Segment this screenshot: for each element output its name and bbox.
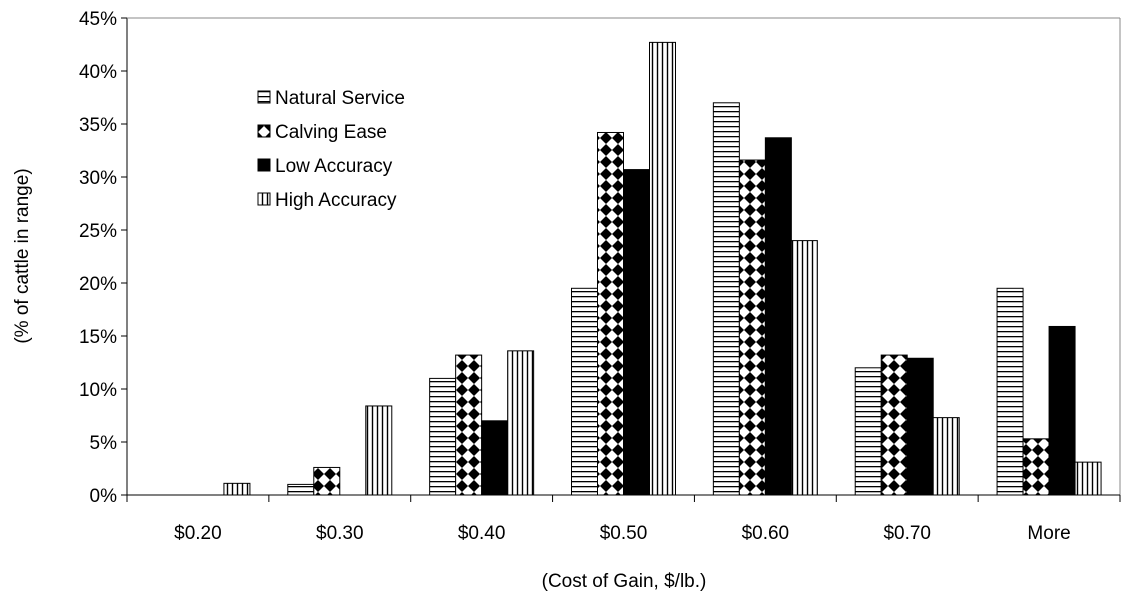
legend-swatch [257,158,271,172]
bar-high-accuracy-1 [365,405,393,496]
x-tick-label: More [1027,523,1070,544]
legend: Natural Service Calving Ease Low Accuracy H… [257,88,405,211]
bar-natural-service-1 [287,483,315,496]
bar-natural-service-3 [571,287,598,496]
y-tick-label: 25% [79,221,117,242]
bar-low-accuracy-4 [764,137,792,496]
bar-high-accuracy-2 [507,350,535,496]
x-tick-label: $0.60 [742,523,790,544]
bar-low-accuracy-6 [1048,325,1076,496]
y-tick-label: 30% [79,168,117,189]
bar-calving-ease-2 [455,354,483,496]
y-tick-label: 40% [79,62,117,83]
bar-low-accuracy-2 [481,420,509,496]
bar-calving-ease-6 [1022,438,1050,496]
y-ticks: 0% 5% 10% 15% 20% 25% 30% 35% 40% 45% [79,9,127,507]
x-axis-title: (Cost of Gain, $/lb.) [542,571,707,592]
bar-natural-service-6 [996,287,1024,496]
x-tick-label: $0.20 [174,523,222,544]
y-tick-label: 15% [79,327,117,348]
y-tick-label: 5% [90,433,118,454]
bar-calving-ease-3 [597,131,624,496]
y-tick-label: 10% [79,380,117,401]
bar-low-accuracy-3 [623,169,650,496]
x-ticks: $0.20 $0.30 $0.40 $0.50 $0.60 $0.70 More [126,495,1121,544]
legend-swatch [257,192,271,206]
x-tick-label: $0.40 [458,523,506,544]
legend-swatch [257,124,271,138]
x-axis: $0.20 $0.30 $0.40 $0.50 $0.60 $0.70 More [126,494,1121,544]
bars [223,41,1102,496]
bar-natural-service-2 [429,377,457,496]
legend-label: Calving Ease [275,122,387,143]
bar-calving-ease-5 [880,354,908,496]
bar-low-accuracy-5 [906,357,934,496]
bar-high-accuracy-6 [1074,461,1102,496]
y-tick-label: 0% [90,486,118,507]
bar-high-accuracy-3 [649,41,676,496]
y-tick-label: 45% [79,9,117,30]
bar-high-accuracy-4 [790,240,818,496]
y-tick-label: 20% [79,274,117,295]
bar-calving-ease-4 [738,159,766,496]
legend-label: High Accuracy [275,190,397,211]
bar-high-accuracy-0 [223,482,251,496]
x-tick-label: $0.70 [883,523,931,544]
legend-label: Low Accuracy [275,156,393,177]
x-tick-label: $0.30 [316,523,364,544]
legend-swatch [257,90,271,104]
y-axis-title: (% of cattle in range) [12,168,33,343]
bar-calving-ease-1 [313,466,341,496]
bar-high-accuracy-5 [932,417,960,496]
y-axis: 0% 5% 10% 15% 20% 25% 30% 35% 40% 45% [79,9,128,507]
y-tick-label: 35% [79,115,117,136]
bar-natural-service-4 [712,102,740,496]
legend-label: Natural Service [275,88,405,109]
x-tick-label: $0.50 [600,523,648,544]
bar-natural-service-5 [854,367,882,496]
